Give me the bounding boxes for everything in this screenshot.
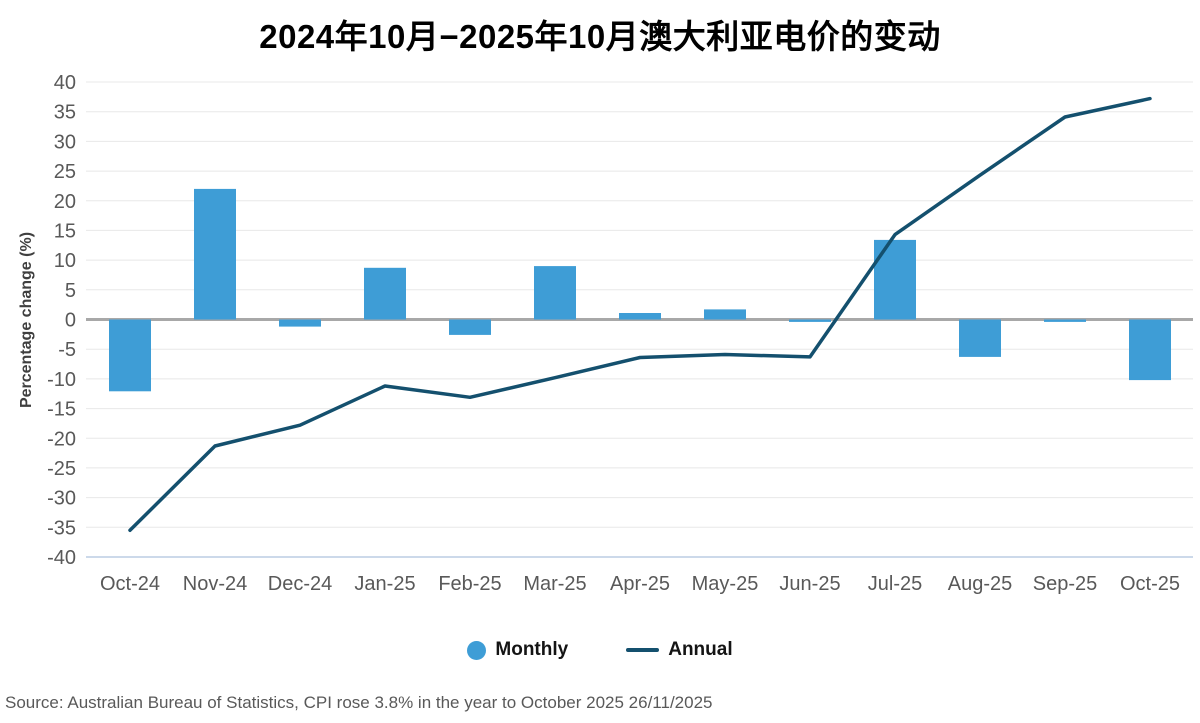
y-tick-label: -35 [47,517,76,539]
x-tick-label: Dec-24 [268,573,332,595]
monthly-marker-icon [467,640,487,660]
x-tick-label: Nov-24 [183,573,247,595]
x-tick-label: Apr-25 [610,573,670,595]
monthly-bar [1129,319,1171,381]
y-tick-label: 30 [54,131,76,153]
legend-item-annual: Annual [626,639,733,661]
x-tick-label: Jul-25 [868,573,922,595]
y-tick-label: 10 [54,250,76,272]
source-note: Source: Australian Bureau of Statistics,… [5,693,713,712]
monthly-bar [194,188,236,320]
chart-svg: -40 -35 -30 -25 -20 -15 -10 -5 0 5 10 15 20 25 30 35 40 O… [18,72,1193,595]
y-tick-label: -40 [47,547,76,569]
x-tick-label: May-25 [692,573,759,595]
annual-marker-icon [626,648,660,652]
monthly-bar [109,319,151,392]
monthly-bar [279,319,321,327]
chart-title: 2024年10月−2025年10月澳大利亚电价的变动 [259,18,941,55]
x-tick-label: Feb-25 [438,573,501,595]
chart-canvas: -40 -35 -30 -25 -20 -15 -10 -5 0 5 10 15 20 25 30 35 40 O… [18,72,1193,595]
y-tick-label: -10 [47,369,76,391]
y-tick-label: -30 [47,488,76,510]
y-tick-label: 25 [54,161,76,183]
y-tick-label: 35 [54,102,76,124]
x-tick-label: Aug-25 [948,573,1013,595]
x-tick-label: Mar-25 [523,573,586,595]
x-tick-label: Jun-25 [779,573,840,595]
legend-item-monthly: Monthly [467,639,568,661]
y-axis-title: Percentage change (%) [18,232,35,408]
legend-label-annual: Annual [668,639,733,660]
monthly-bar [959,319,1001,357]
y-tick-label: -25 [47,458,76,480]
monthly-bar [364,267,406,320]
y-tick-label: 40 [54,72,76,94]
monthly-bar [619,313,661,320]
x-tick-label: Jan-25 [354,573,415,595]
monthly-bar [534,266,576,320]
chart-legend: Monthly Annual [0,633,1200,667]
monthly-bar [704,309,746,320]
y-tick-label: -15 [47,399,76,421]
monthly-bar [789,319,831,322]
y-tick-label: 20 [54,191,76,213]
x-tick-label: Oct-24 [100,573,160,595]
legend-label-monthly: Monthly [495,639,569,660]
y-tick-label: 5 [65,280,76,302]
y-tick-label: 15 [54,220,76,242]
y-tick-label: -20 [47,428,76,450]
monthly-bar [449,319,491,335]
x-tick-label: Sep-25 [1033,573,1098,595]
monthly-bar [1044,319,1086,322]
monthly-bar [874,239,916,320]
annual-line [128,96,1152,533]
y-tick-label: 0 [65,310,76,332]
x-tick-label: Oct-25 [1120,573,1180,595]
y-tick-label: -5 [58,339,76,361]
